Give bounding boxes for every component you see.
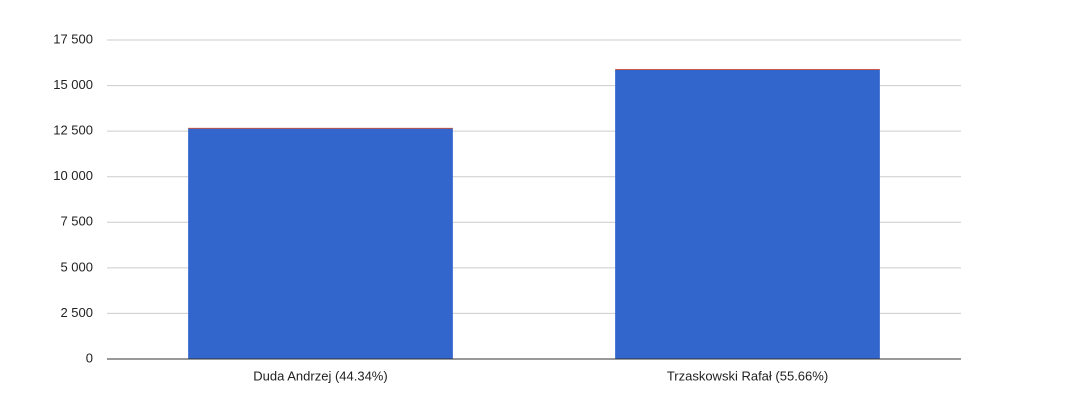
y-tick-label: 15 000 — [53, 77, 93, 92]
y-tick-label: 10 000 — [53, 168, 93, 183]
bar-segment — [615, 69, 880, 359]
y-tick-label: 0 — [86, 350, 93, 365]
y-tick-label: 2 500 — [60, 305, 93, 320]
y-tick-label: 7 500 — [60, 214, 93, 229]
y-tick-label: 12 500 — [53, 123, 93, 138]
x-tick-label: Duda Andrzej (44.34%) — [253, 368, 387, 383]
y-tick-label: 17 500 — [53, 31, 93, 46]
x-tick-label: Trzaskowski Rafał (55.66%) — [667, 368, 828, 383]
bar-segment — [615, 68, 880, 70]
y-tick-label: 5 000 — [60, 259, 93, 274]
bar-segment — [188, 127, 453, 129]
bar-segment — [188, 128, 453, 359]
